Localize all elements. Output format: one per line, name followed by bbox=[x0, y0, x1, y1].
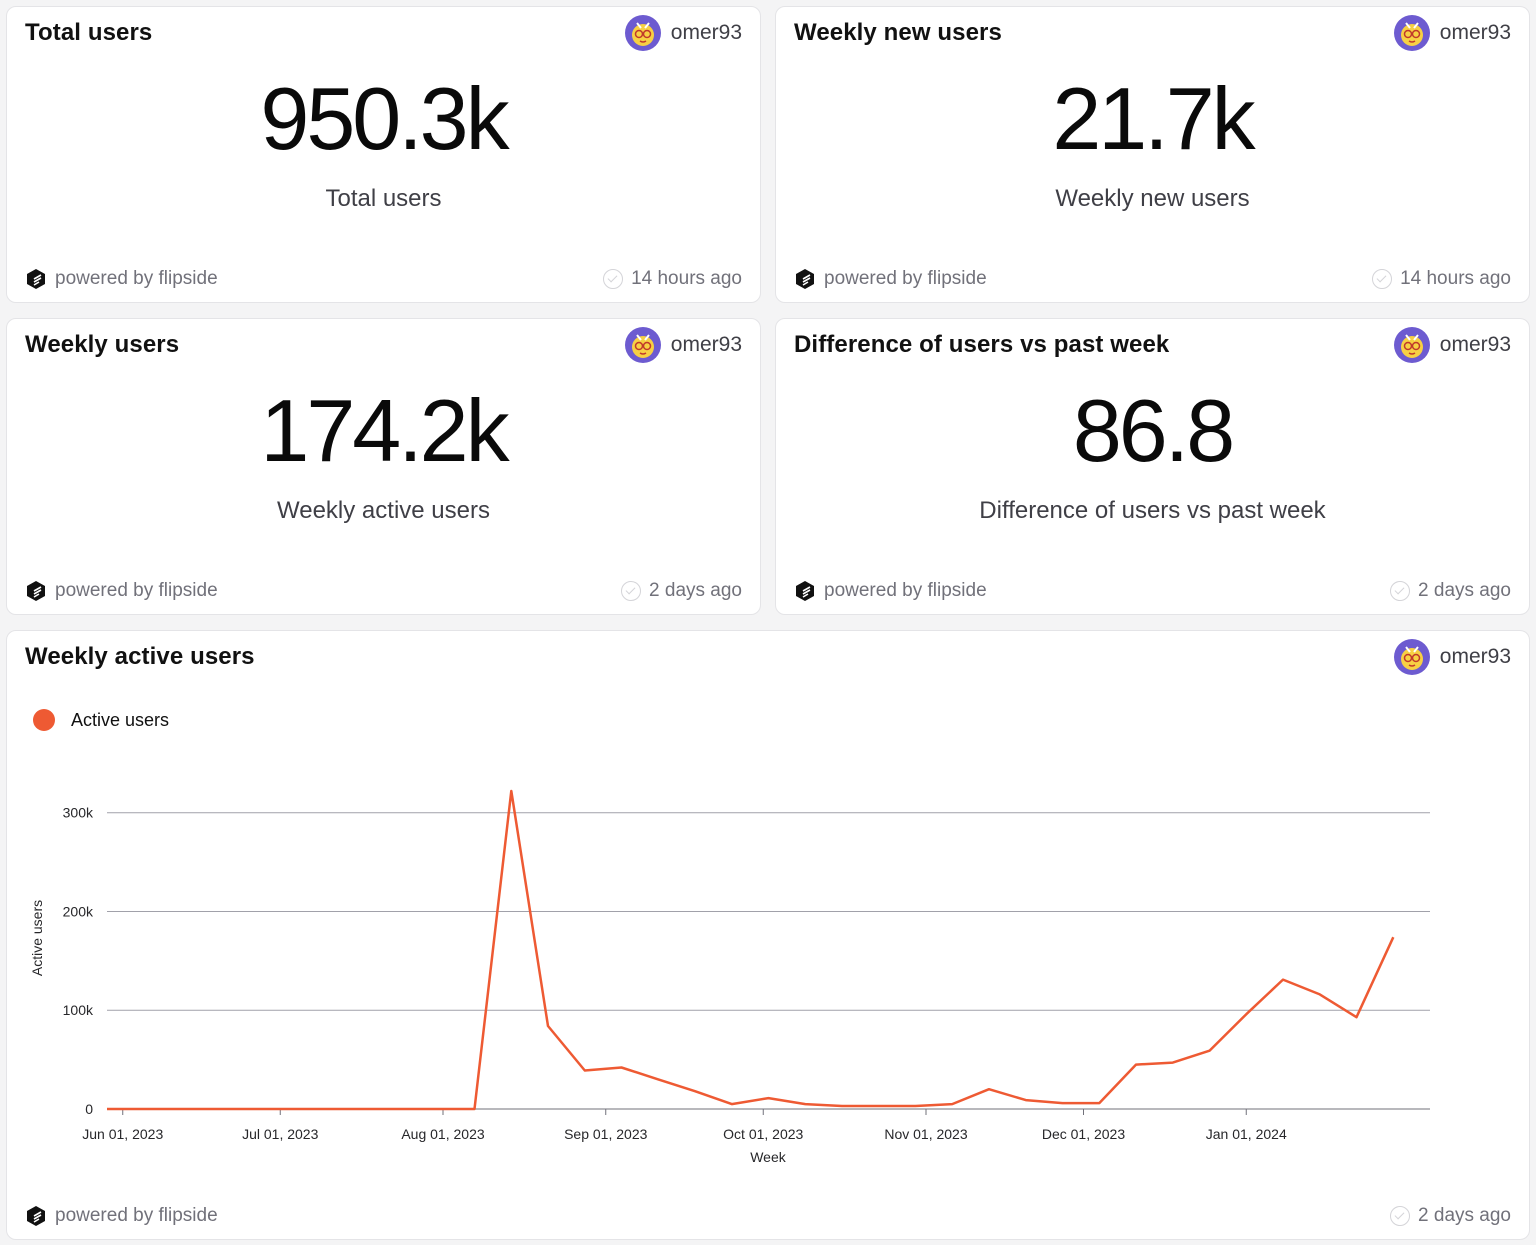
kpi-card-weekly-users: Weekly users omer93 174.2k Weekly active… bbox=[6, 318, 761, 615]
author-name: omer93 bbox=[670, 21, 742, 44]
powered-by-link[interactable]: powered by flipside bbox=[794, 268, 987, 290]
powered-by-link[interactable]: powered by flipside bbox=[794, 580, 987, 602]
kpi-label: Total users bbox=[325, 185, 442, 212]
powered-by-link[interactable]: powered by flipside bbox=[25, 1205, 218, 1227]
flipside-logo-icon bbox=[27, 581, 45, 601]
legend-swatch bbox=[33, 709, 55, 731]
author-link[interactable]: omer93 bbox=[1393, 327, 1511, 363]
y-tick-label: 0 bbox=[85, 1101, 93, 1117]
flipside-logo-icon bbox=[27, 1206, 45, 1226]
y-tick-label: 100k bbox=[63, 1002, 94, 1018]
card-title: Total users bbox=[25, 19, 153, 46]
kpi-label: Difference of users vs past week bbox=[979, 497, 1326, 524]
kpi-value: 21.7k bbox=[1052, 69, 1255, 168]
flipside-logo-icon bbox=[27, 269, 45, 289]
powered-by-link[interactable]: powered by flipside bbox=[25, 580, 218, 602]
flipside-logo-icon bbox=[796, 581, 814, 601]
kpi-card-weekly-new-users: Weekly new users omer93 21.7k Weekly new… bbox=[775, 6, 1530, 303]
avatar-icon bbox=[624, 15, 661, 51]
series-line-active-users bbox=[107, 789, 1395, 1111]
avatar-icon bbox=[1393, 15, 1430, 51]
check-circle-icon bbox=[621, 581, 642, 601]
powered-by-text: powered by flipside bbox=[824, 580, 987, 601]
author-name: omer93 bbox=[1439, 645, 1511, 668]
last-updated-text: 14 hours ago bbox=[1400, 268, 1511, 289]
chart-card-weekly-active-users: 0 100k 200k 300k Jun 01, 2023 Jul 01, 2023 Aug… bbox=[6, 630, 1530, 1240]
card-title: Difference of users vs past week bbox=[794, 331, 1170, 358]
avatar-icon bbox=[1393, 639, 1430, 675]
author-link[interactable]: omer93 bbox=[624, 15, 742, 51]
x-tick-label: Jun 01, 2023 bbox=[82, 1126, 163, 1142]
last-updated-text: 14 hours ago bbox=[631, 268, 742, 289]
last-updated: 2 days ago bbox=[1390, 580, 1511, 602]
card-title: Weekly users bbox=[25, 331, 180, 358]
x-tick-label: Jan 01, 2024 bbox=[1206, 1126, 1287, 1142]
last-updated-text: 2 days ago bbox=[1418, 580, 1511, 601]
y-axis-title: Active users bbox=[29, 900, 45, 976]
last-updated: 14 hours ago bbox=[603, 268, 742, 290]
check-circle-icon bbox=[1372, 269, 1393, 289]
x-tick-label: Nov 01, 2023 bbox=[884, 1126, 967, 1142]
check-circle-icon bbox=[1390, 1206, 1411, 1226]
y-tick-label: 300k bbox=[63, 805, 94, 821]
check-circle-icon bbox=[1390, 581, 1411, 601]
kpi-value: 86.8 bbox=[1072, 381, 1235, 480]
powered-by-link[interactable]: powered by flipside bbox=[25, 268, 218, 290]
author-link[interactable]: omer93 bbox=[1393, 639, 1511, 675]
last-updated: 2 days ago bbox=[621, 580, 742, 602]
chart-legend[interactable]: Active users bbox=[33, 709, 169, 731]
kpi-value: 950.3k bbox=[260, 69, 509, 168]
x-tick-label: Oct 01, 2023 bbox=[723, 1126, 803, 1142]
author-link[interactable]: omer93 bbox=[1393, 15, 1511, 51]
x-tick-label: Sep 01, 2023 bbox=[564, 1126, 648, 1142]
author-name: omer93 bbox=[670, 333, 742, 356]
last-updated: 2 days ago bbox=[1390, 1205, 1511, 1227]
x-axis-title: Week bbox=[750, 1149, 787, 1165]
author-name: omer93 bbox=[1439, 333, 1511, 356]
avatar-icon bbox=[624, 327, 661, 363]
flipside-logo-icon bbox=[796, 269, 814, 289]
last-updated-text: 2 days ago bbox=[649, 580, 742, 601]
powered-by-text: powered by flipside bbox=[55, 1205, 218, 1226]
card-title: Weekly active users bbox=[25, 643, 255, 670]
kpi-label: Weekly active users bbox=[277, 497, 490, 524]
last-updated: 14 hours ago bbox=[1372, 268, 1511, 290]
y-tick-label: 200k bbox=[63, 903, 94, 919]
author-name: omer93 bbox=[1439, 21, 1511, 44]
powered-by-text: powered by flipside bbox=[824, 268, 987, 289]
author-link[interactable]: omer93 bbox=[624, 327, 742, 363]
check-circle-icon bbox=[603, 269, 624, 289]
legend-label: Active users bbox=[71, 709, 170, 730]
powered-by-text: powered by flipside bbox=[55, 268, 218, 289]
kpi-label: Weekly new users bbox=[1055, 185, 1250, 212]
avatar-icon bbox=[1393, 327, 1430, 363]
kpi-card-total-users: Total users omer93 950.3k Total users po… bbox=[6, 6, 761, 303]
x-tick-label: Jul 01, 2023 bbox=[242, 1126, 318, 1142]
x-tick-label: Dec 01, 2023 bbox=[1042, 1126, 1125, 1142]
kpi-value: 174.2k bbox=[260, 381, 509, 480]
powered-by-text: powered by flipside bbox=[55, 580, 218, 601]
kpi-card-difference-users: Difference of users vs past week omer93 … bbox=[775, 318, 1530, 615]
card-title: Weekly new users bbox=[794, 19, 1002, 46]
last-updated-text: 2 days ago bbox=[1418, 1205, 1511, 1226]
line-chart[interactable]: 0 100k 200k 300k Jun 01, 2023 Jul 01, 2023 Aug… bbox=[7, 631, 1531, 1241]
x-tick-label: Aug 01, 2023 bbox=[401, 1126, 485, 1142]
